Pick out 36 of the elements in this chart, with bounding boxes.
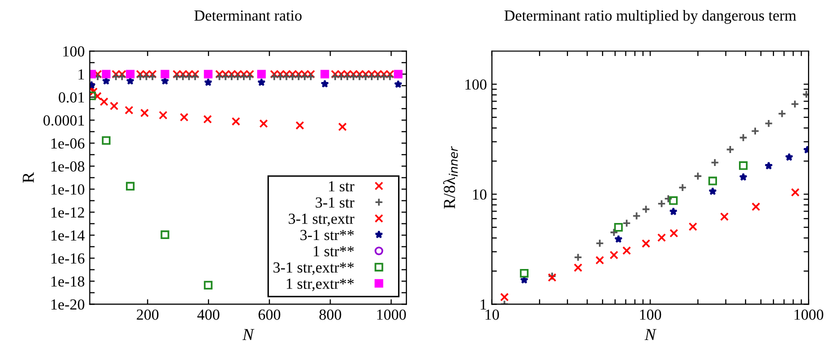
legend-label: 1 str,extr** bbox=[286, 278, 354, 292]
y-tick-label: 100 bbox=[465, 79, 486, 90]
x-tick-label: 1000 bbox=[794, 310, 824, 320]
legend-label: 3-1 str,extr** bbox=[273, 262, 354, 275]
legend-label: 3-1 str bbox=[316, 197, 354, 208]
x-tick-label: 100 bbox=[640, 310, 662, 320]
y-tick-label: 1e-12 bbox=[51, 207, 84, 218]
chart-title: Determinant ratio bbox=[194, 10, 302, 21]
y-tick-label: 1e-10 bbox=[51, 184, 84, 195]
y-tick-label: 0.01 bbox=[58, 92, 84, 103]
y-tick-label: 1 bbox=[480, 299, 486, 310]
x-axis-title: N bbox=[644, 329, 657, 340]
y-axis-title: R/8λ$_{inner}$ bbox=[443, 146, 458, 209]
y-tick-label: 1e-14 bbox=[51, 230, 85, 241]
y-tick-label: 100 bbox=[63, 46, 84, 57]
y-tick-label: 1e-06 bbox=[51, 138, 84, 149]
legend-label: 3-1 str,extr bbox=[288, 214, 354, 226]
y-tick-label: 1 bbox=[78, 69, 84, 80]
legend-label: 3-1 str** bbox=[300, 230, 354, 240]
y-tick-label: 1e-20 bbox=[51, 299, 84, 310]
y-tick-label: 1e-18 bbox=[51, 276, 84, 287]
y-tick-label: 0.0001 bbox=[43, 115, 84, 126]
legend-label: 1 str** bbox=[314, 246, 354, 256]
y-tick-label: 10 bbox=[473, 189, 486, 200]
legend-label: 1 str bbox=[329, 181, 354, 192]
y-tick-label: 1e-08 bbox=[51, 161, 84, 172]
chart-title: Determinant ratio multiplied by dangerous term bbox=[504, 10, 796, 24]
x-tick-label: 200 bbox=[136, 310, 158, 320]
x-tick-label: 10 bbox=[486, 310, 499, 320]
y-tick-label: 1e-16 bbox=[51, 253, 84, 264]
x-tick-label: 400 bbox=[197, 310, 220, 320]
y-axis-title: R bbox=[22, 172, 34, 183]
x-tick-label: 600 bbox=[258, 310, 280, 320]
x-tick-label: 800 bbox=[319, 310, 342, 320]
x-tick-label: 1000 bbox=[377, 310, 406, 320]
x-axis-title: N bbox=[242, 329, 254, 340]
